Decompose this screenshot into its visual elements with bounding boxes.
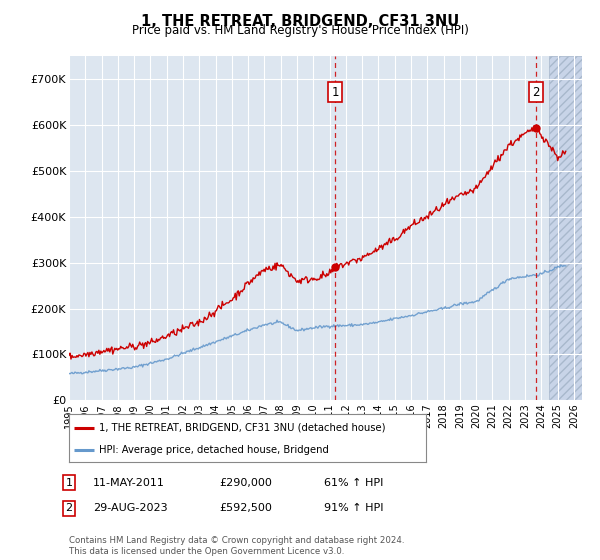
Text: £592,500: £592,500	[219, 503, 272, 514]
Text: Price paid vs. HM Land Registry's House Price Index (HPI): Price paid vs. HM Land Registry's House …	[131, 24, 469, 37]
Text: 1, THE RETREAT, BRIDGEND, CF31 3NU: 1, THE RETREAT, BRIDGEND, CF31 3NU	[141, 14, 459, 29]
Text: 1: 1	[65, 478, 73, 488]
Text: 1, THE RETREAT, BRIDGEND, CF31 3NU (detached house): 1, THE RETREAT, BRIDGEND, CF31 3NU (deta…	[100, 423, 386, 433]
Text: 29-AUG-2023: 29-AUG-2023	[93, 503, 167, 514]
Text: 2: 2	[65, 503, 73, 514]
Text: HPI: Average price, detached house, Bridgend: HPI: Average price, detached house, Brid…	[100, 445, 329, 455]
Text: 1: 1	[332, 86, 339, 99]
Text: £290,000: £290,000	[219, 478, 272, 488]
Text: 2: 2	[532, 86, 539, 99]
Bar	[550, 56, 582, 400]
Text: Contains HM Land Registry data © Crown copyright and database right 2024.
This d: Contains HM Land Registry data © Crown c…	[69, 536, 404, 556]
Text: 11-MAY-2011: 11-MAY-2011	[93, 478, 165, 488]
Text: 91% ↑ HPI: 91% ↑ HPI	[324, 503, 383, 514]
Text: 61% ↑ HPI: 61% ↑ HPI	[324, 478, 383, 488]
